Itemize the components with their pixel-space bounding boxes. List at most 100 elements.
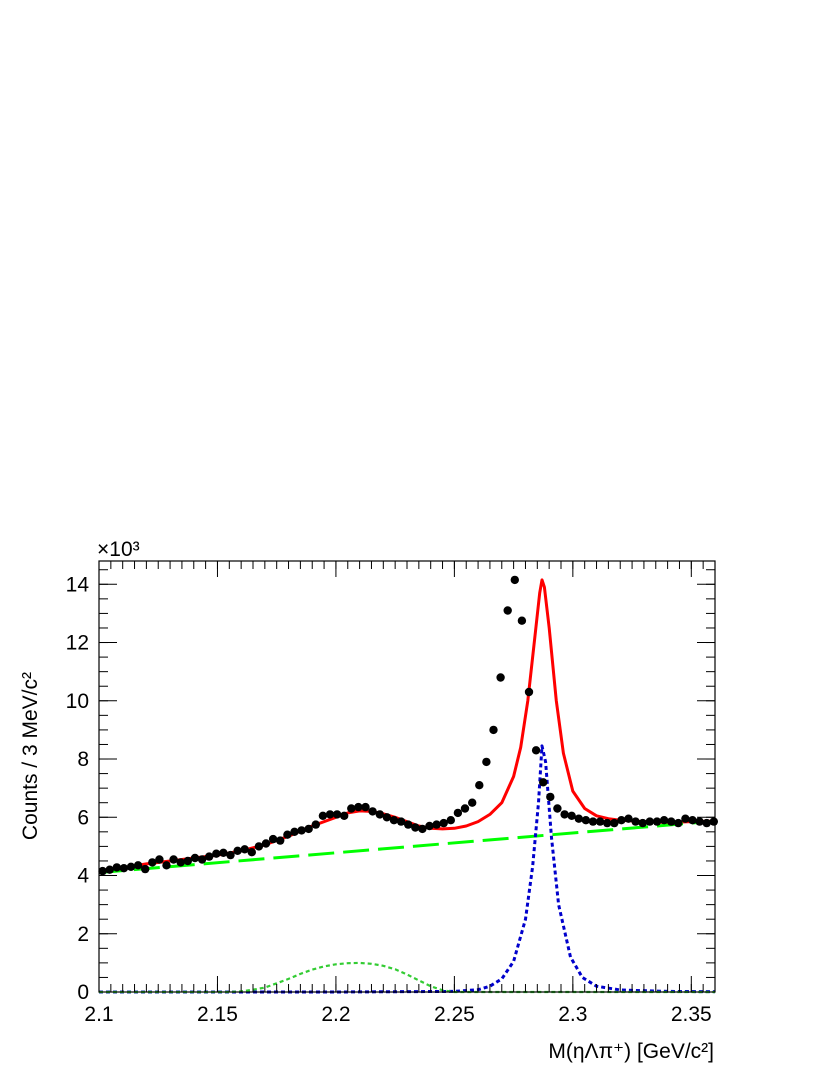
y-tick-label: 4 xyxy=(77,865,89,888)
x-tick-label: 2.1 xyxy=(84,1003,113,1026)
data-point xyxy=(375,810,384,819)
data-point xyxy=(332,810,342,819)
data-point xyxy=(396,817,406,826)
data-point xyxy=(503,606,512,615)
data-point xyxy=(283,830,292,839)
y-tick-label: 6 xyxy=(77,806,89,829)
data-point xyxy=(475,781,484,790)
data-point xyxy=(176,858,185,867)
data-point xyxy=(539,778,548,787)
data-point xyxy=(446,816,455,825)
data-point xyxy=(489,725,498,735)
data-point xyxy=(162,861,171,870)
data-point xyxy=(659,816,669,825)
y-axis-title: Counts / 3 MeV/c² xyxy=(19,672,42,840)
y-tick-label: 8 xyxy=(77,748,89,771)
data-point xyxy=(98,866,107,876)
data-point xyxy=(169,855,178,864)
data-point xyxy=(205,852,214,861)
data-point xyxy=(652,817,662,826)
data-point xyxy=(183,856,192,866)
x-tick-label: 2.2 xyxy=(321,1003,350,1026)
tick-labels: 2.1 2.15 2.2 2.25 2.3 2.35 0 2 4 6 8 10 12 14 xyxy=(66,573,712,1026)
data-point xyxy=(254,842,264,851)
series-line-3 xyxy=(99,744,716,994)
data-point xyxy=(638,818,647,828)
data-point xyxy=(304,824,313,834)
data-point xyxy=(112,863,122,872)
data-point xyxy=(510,575,519,585)
data-point xyxy=(133,861,143,870)
data-point xyxy=(617,816,626,825)
data-point xyxy=(517,616,527,625)
axis-ticks xyxy=(98,561,716,993)
y-tick-label: 12 xyxy=(66,632,89,655)
y-tick-label: 14 xyxy=(66,573,90,596)
data-point xyxy=(425,821,434,831)
data-point xyxy=(247,848,256,857)
data-point xyxy=(126,862,136,871)
data-point xyxy=(382,813,392,822)
data-point xyxy=(268,834,278,844)
data-point xyxy=(361,802,370,812)
data-point xyxy=(261,839,271,848)
curves-layer xyxy=(98,578,716,994)
data-point xyxy=(226,850,235,860)
data-point xyxy=(482,757,491,767)
data-point xyxy=(546,792,555,802)
data-point xyxy=(567,811,576,820)
data-point xyxy=(674,818,683,828)
data-point xyxy=(141,864,150,874)
data-point xyxy=(340,811,349,820)
data-point xyxy=(631,817,640,826)
series-line-4 xyxy=(99,961,715,994)
data-point xyxy=(702,818,711,828)
y-tick-label: 2 xyxy=(77,923,89,946)
data-point xyxy=(695,817,704,826)
data-point xyxy=(325,810,335,819)
data-point xyxy=(645,817,654,826)
data-point xyxy=(240,845,249,854)
data-point xyxy=(432,820,441,829)
data-point xyxy=(212,849,221,858)
y-multiplier-label: ×10³ xyxy=(97,538,140,561)
plot-frame xyxy=(98,560,716,993)
data-point xyxy=(560,810,569,819)
data-point xyxy=(588,817,598,826)
x-axis-title: M(ηΛπ⁺) [GeV/c²] xyxy=(548,1040,714,1063)
data-point xyxy=(595,817,605,826)
data-point xyxy=(148,858,157,867)
data-point xyxy=(688,816,697,825)
data-point xyxy=(297,826,306,835)
series-line-2 xyxy=(98,819,716,875)
x-tick-label: 2.35 xyxy=(671,1003,712,1026)
data-point xyxy=(105,865,114,874)
x-tick-label: 2.25 xyxy=(434,1003,475,1026)
y-tick-label: 0 xyxy=(77,981,89,1004)
data-point xyxy=(468,798,477,807)
y-tick-label: 10 xyxy=(66,690,89,713)
data-point xyxy=(155,855,164,864)
data-point xyxy=(290,827,299,836)
data-point xyxy=(190,853,200,863)
data-point xyxy=(439,818,448,828)
data-point xyxy=(603,818,612,828)
data-point xyxy=(709,817,718,826)
data-point xyxy=(368,807,377,816)
data-point xyxy=(581,816,591,825)
data-point xyxy=(411,823,420,832)
data-point xyxy=(681,814,690,823)
data-point xyxy=(219,848,228,857)
x-tick-label: 2.15 xyxy=(197,1003,238,1026)
data-point xyxy=(311,820,320,829)
data-point xyxy=(531,746,541,755)
data-point xyxy=(276,836,285,845)
data-point xyxy=(347,804,356,813)
data-point xyxy=(610,818,619,828)
data-points-layer xyxy=(98,575,718,876)
data-point xyxy=(197,855,207,864)
data-point xyxy=(553,804,562,813)
data-point xyxy=(404,820,413,829)
data-point xyxy=(318,811,328,820)
data-point xyxy=(496,673,505,682)
